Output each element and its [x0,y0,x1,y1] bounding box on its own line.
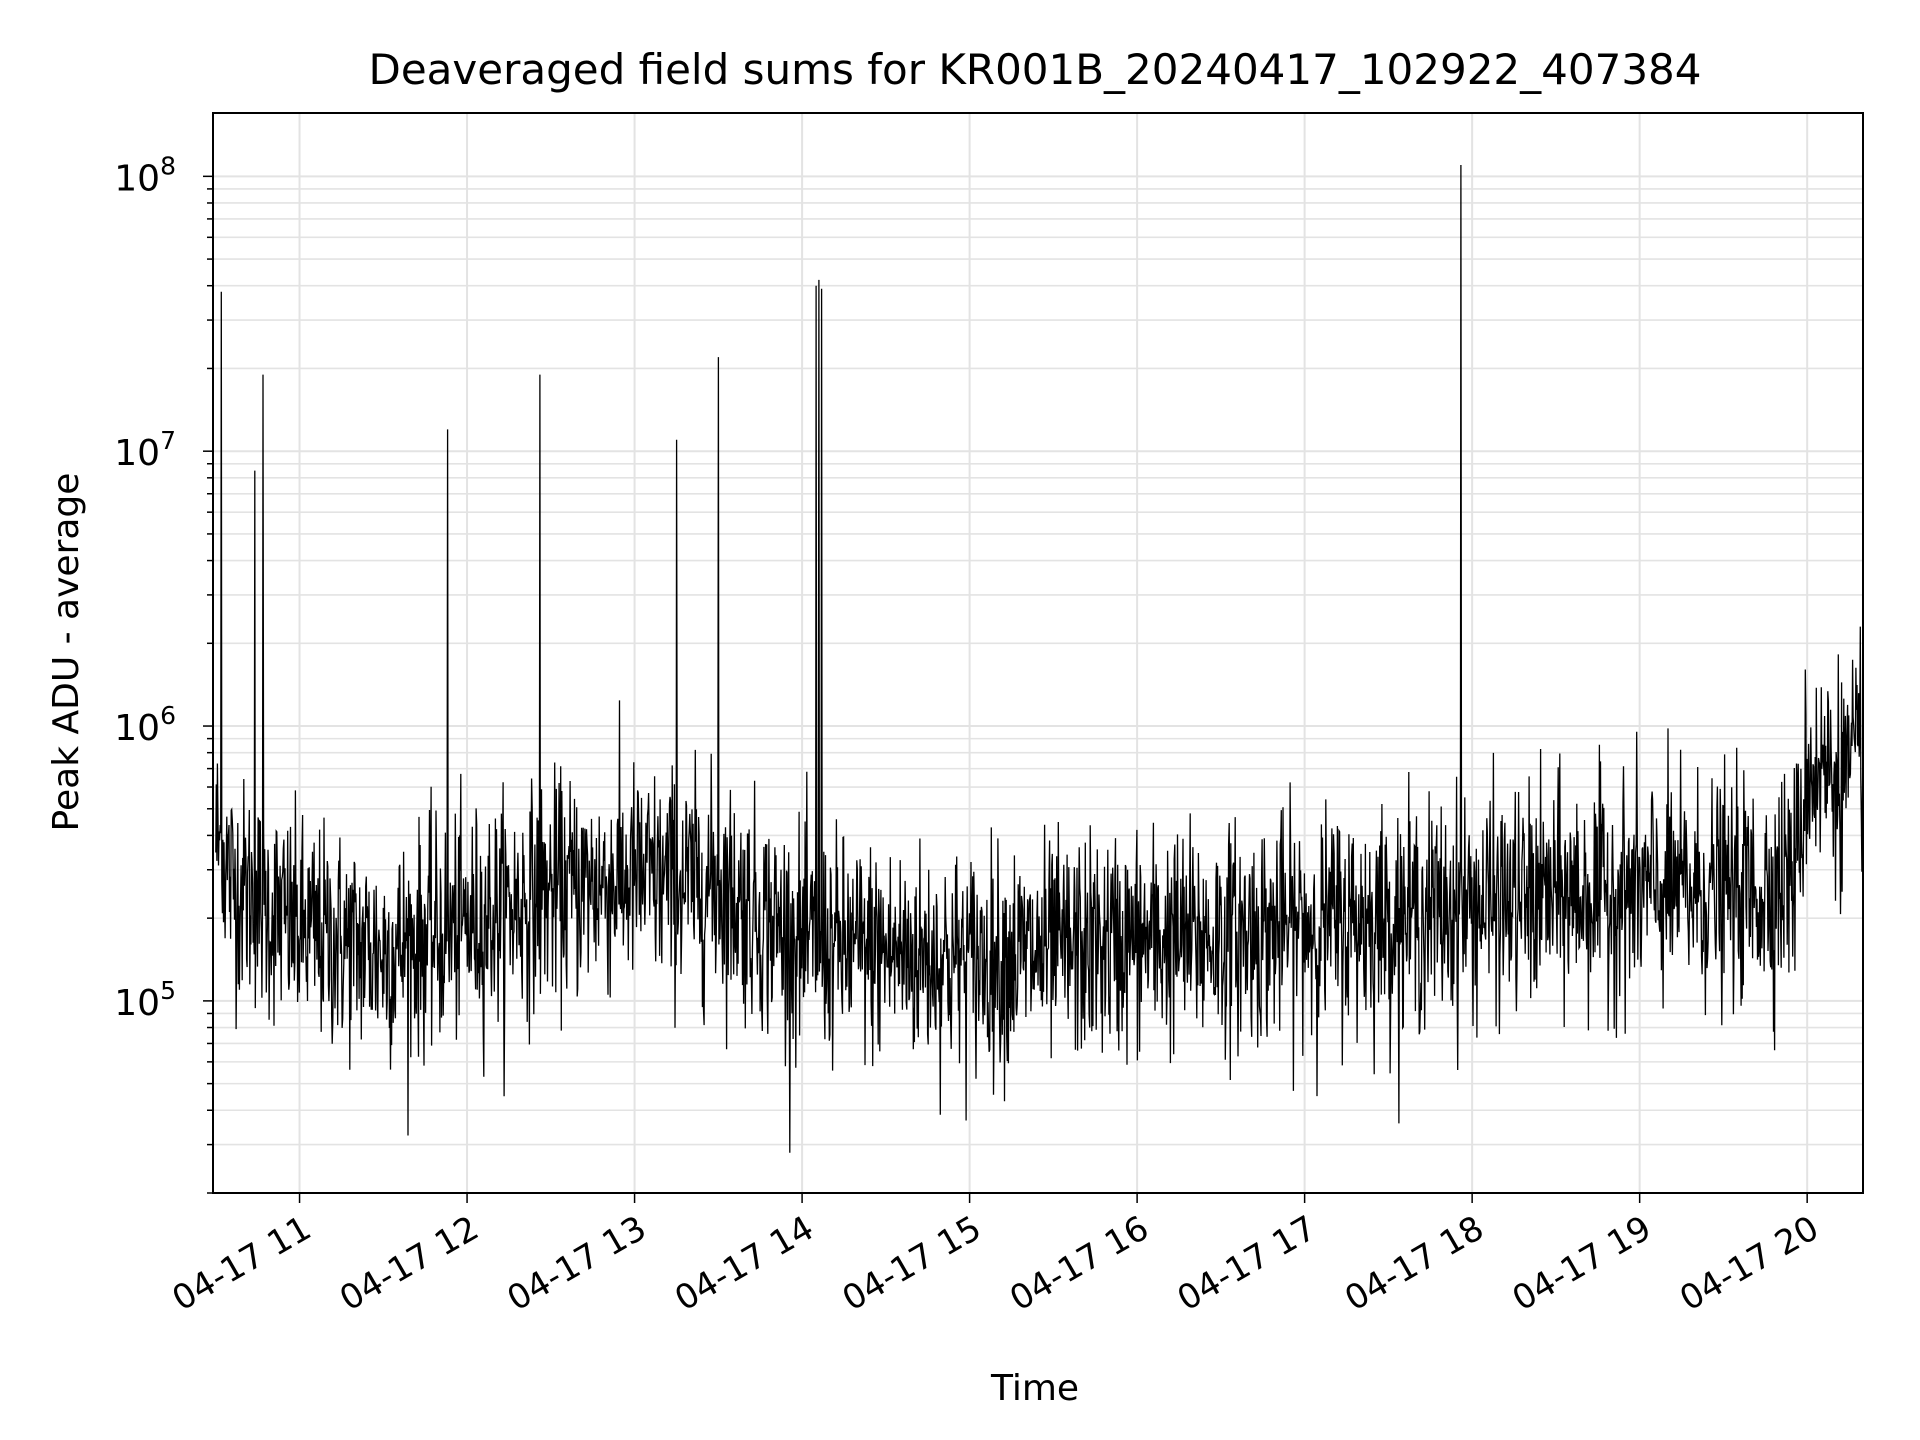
y-axis-label: Peak ADU - average [46,473,87,832]
y-tick-label: 105 [114,976,176,1024]
x-axis-label: Time [990,1368,1079,1409]
chart-title: Deaveraged field sums for KR001B_2024041… [369,45,1702,94]
series [215,164,1864,1153]
y-tick-label: 108 [114,151,176,199]
plot-frame [212,112,1864,1194]
data-series-line [215,164,1864,1153]
y-tick-label: 106 [114,701,176,749]
y-tick-label: 107 [114,426,176,474]
